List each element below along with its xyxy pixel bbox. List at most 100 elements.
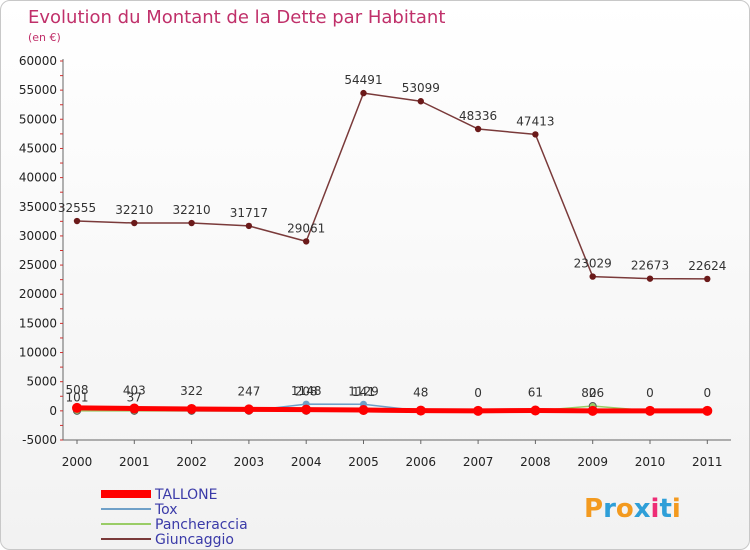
data-label-tallone: 61	[528, 385, 543, 399]
point-giuncaggio	[360, 89, 367, 97]
x-tick-label: 2009	[577, 455, 608, 469]
point-tallone	[358, 405, 369, 416]
y-tick-label: 5000	[26, 375, 57, 389]
data-label-giuncaggio: 47413	[516, 114, 554, 128]
y-tick-label: 45000	[19, 141, 57, 155]
x-tick-label: 2002	[176, 455, 207, 469]
data-label-giuncaggio: 29061	[287, 221, 325, 235]
y-tick-label: 40000	[19, 171, 57, 185]
point-giuncaggio	[646, 275, 654, 282]
point-giuncaggio	[303, 238, 310, 245]
data-label-tox: 101	[66, 390, 89, 404]
x-tick-label: 2007	[463, 455, 494, 469]
point-tallone	[129, 403, 140, 414]
y-tick-label: 55000	[19, 83, 57, 97]
data-label-tallone: 48	[413, 386, 428, 400]
x-tick-label: 2001	[119, 455, 150, 469]
logo-letter: o	[616, 494, 634, 524]
data-label-tallone: 0	[646, 386, 654, 400]
point-giuncaggio	[704, 275, 711, 283]
y-tick-label: 15000	[19, 316, 57, 330]
data-label-giuncaggio: 31717	[230, 206, 268, 220]
data-label-tox: 37	[127, 391, 142, 405]
data-label-tallone: 247	[237, 384, 260, 398]
axes: -500005000100001500020000250003000035000…	[19, 54, 731, 469]
data-label-giuncaggio: 32210	[173, 203, 211, 217]
chart-subtitle: (en €)	[28, 31, 61, 44]
y-tick-label: 50000	[19, 112, 57, 126]
point-tallone	[415, 405, 426, 416]
y-tick-label: 30000	[19, 229, 57, 243]
point-giuncaggio	[589, 273, 596, 280]
data-label-giuncaggio: 48336	[459, 109, 497, 123]
legend-label-tox: Tox	[154, 502, 178, 518]
data-label-giuncaggio: 23029	[574, 257, 612, 271]
point-giuncaggio	[73, 217, 81, 225]
x-tick-label: 2000	[62, 455, 93, 469]
x-tick-label: 2008	[520, 455, 551, 469]
point-giuncaggio	[532, 131, 539, 138]
point-giuncaggio	[131, 219, 138, 227]
x-tick-label: 2006	[406, 455, 437, 469]
logo-letter: i	[651, 494, 660, 524]
data-label-giuncaggio: 53099	[402, 81, 440, 95]
y-tick-label: 35000	[19, 200, 57, 214]
chart-title: Evolution du Montant de la Dette par Hab…	[28, 7, 445, 28]
logo-letter: P	[584, 494, 603, 524]
proxiti-logo: Proxiti	[584, 494, 681, 524]
data-label-tallone: 0	[703, 386, 711, 400]
point-tallone	[473, 405, 484, 416]
point-giuncaggio	[245, 222, 253, 230]
point-tallone	[587, 405, 598, 416]
point-tallone	[530, 405, 541, 416]
series-line-tallone	[76, 405, 708, 414]
data-label-tox: 1148	[291, 384, 322, 398]
y-tick-label: 0	[49, 404, 57, 418]
y-tick-label: 25000	[19, 258, 57, 272]
x-tick-label: 2010	[635, 455, 666, 469]
logo-letter: i	[672, 494, 681, 524]
x-tick-label: 2004	[291, 455, 322, 469]
data-label-giuncaggio: 22624	[688, 259, 726, 273]
data-label-giuncaggio: 32555	[58, 201, 96, 215]
logo-letter: t	[659, 494, 671, 524]
point-tallone	[645, 405, 655, 416]
data-label-tallone: 208	[295, 385, 318, 399]
logo-letter: r	[603, 494, 616, 524]
point-giuncaggio	[188, 219, 195, 227]
data-label-tallone: 508	[66, 383, 89, 397]
point-tallone	[186, 403, 197, 414]
data-label-tallone: 0	[589, 386, 597, 400]
data-label-pancheraccia: 826	[581, 386, 604, 400]
point-giuncaggio	[474, 125, 482, 133]
point-tallone	[72, 402, 82, 413]
series-layer: 508 403 322 247 208 141 48 0 61 0 0 0 101 37 1148 1129 8…	[58, 73, 726, 416]
x-tick-label: 2005	[348, 455, 379, 469]
series-line-giuncaggio	[76, 92, 708, 280]
point-giuncaggio	[417, 98, 424, 105]
data-label-tallone: 141	[352, 385, 375, 399]
y-tick-label: 60000	[19, 54, 57, 68]
legend-label-giuncaggio: Giuncaggio	[155, 532, 234, 548]
data-label-tallone: 0	[474, 386, 482, 400]
data-label-tallone: 322	[180, 384, 203, 398]
x-tick-label: 2011	[692, 455, 723, 469]
y-tick-label: -5000	[22, 433, 57, 447]
data-label-tox: 1129	[348, 384, 379, 398]
point-tallone	[702, 405, 713, 416]
data-label-giuncaggio: 32210	[115, 203, 153, 217]
x-tick-label: 2003	[234, 455, 265, 469]
data-label-giuncaggio: 54491	[344, 73, 382, 87]
legend-label-pancheraccia: Pancheraccia	[155, 517, 248, 533]
logo-letter: x	[634, 494, 651, 524]
data-label-giuncaggio: 22673	[631, 259, 669, 273]
data-label-tallone: 403	[123, 383, 146, 397]
point-tallone	[301, 404, 312, 415]
y-tick-label: 10000	[19, 346, 57, 360]
legend-label-tallone: TALLONE	[154, 487, 217, 503]
point-tallone	[243, 404, 254, 415]
y-tick-label: 20000	[19, 287, 57, 301]
